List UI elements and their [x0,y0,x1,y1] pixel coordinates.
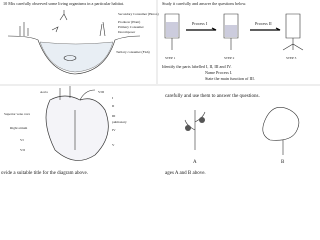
document: 10 Mix carefully observed some living or… [0,0,320,180]
heart-label: III [112,114,116,118]
habitat-label: Primary Consumer [118,25,145,29]
habitat-label: Secondary Consumer (Heron) [118,12,159,16]
arrow [186,27,281,31]
fruit [185,125,191,131]
liquid [225,25,237,37]
heart-label: V [112,143,115,147]
habitat-label: Producer (Plant) [118,20,140,24]
fish [63,55,77,61]
pond [7,35,141,75]
step-label: STEP 1 [165,56,176,60]
liquid [166,22,178,37]
heart-label: VIII [98,90,105,94]
heart-label: VI [20,138,24,142]
question: Identify the parts labelled I, II, III a… [162,64,232,70]
page: 10 Mix carefully observed some living or… [0,0,320,180]
fruit [199,117,205,123]
apparatus [164,13,304,51]
process-label: Process I [192,21,208,26]
heart-label: VII [20,148,26,152]
heron [51,10,68,33]
habitat-label: Decomposer [118,30,136,34]
heart-label: Aorta [40,90,48,94]
plants-instruction: carefully and use them to answer the que… [165,94,260,99]
water [39,41,114,73]
heart-label: II [112,104,115,108]
plant-label: A [193,160,197,165]
heart [45,95,109,161]
heart-label: I [112,96,114,100]
question: State the main function of III. [205,76,255,81]
plant-label: B [281,160,285,165]
habitat-label: Tertiary consumer (Fish) [116,50,150,54]
heart-label: pulmonary [112,120,127,124]
background [0,0,320,180]
heart-label: IV [112,128,116,132]
process-instruction: Study it carefully and answer the questi… [162,1,246,6]
heart-label: Right atrium [10,126,28,130]
question: Name Process I. [205,70,232,75]
heart-label: Superior vena cava [4,112,30,116]
step-label: STEP 2 [224,56,235,60]
vessels [59,86,96,150]
plants-edge [19,21,106,37]
process-label: Process II [255,21,272,26]
step-label: STEP 3 [286,56,297,60]
heart-caption: ovide a suitable title for the diagram a… [1,171,88,176]
habitat-question: 10 Mix carefully observed some living or… [3,1,124,6]
plants-footer: ages A and B above. [165,171,206,176]
plant-b [262,107,300,155]
